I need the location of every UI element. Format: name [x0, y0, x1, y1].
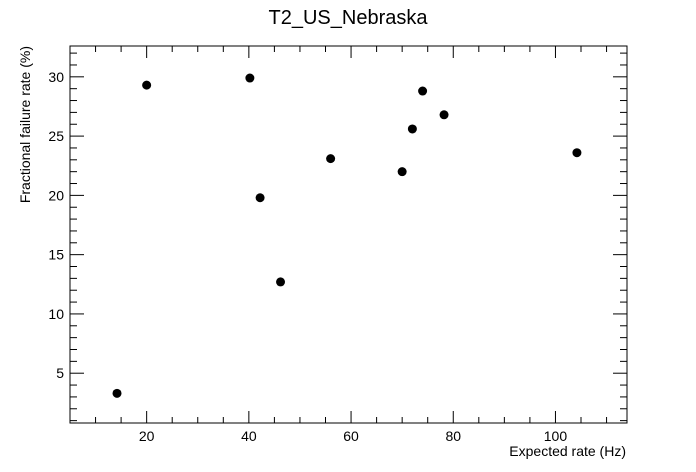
x-tick-label: 40 — [241, 428, 257, 444]
axis-ticks — [69, 46, 627, 423]
data-point — [326, 154, 336, 164]
data-point — [276, 277, 286, 287]
y-tick-label: 15 — [48, 247, 64, 263]
y-tick-label: 5 — [56, 365, 64, 381]
x-tick-label: 20 — [139, 428, 155, 444]
data-point — [255, 193, 265, 203]
data-point — [407, 124, 417, 134]
y-axis-label: Fractional failure rate (%) — [17, 46, 33, 203]
data-point — [245, 73, 255, 83]
data-point — [142, 80, 152, 90]
x-tick-label: 80 — [445, 428, 461, 444]
chart-title: T2_US_Nebraska — [269, 7, 429, 29]
plot-frame — [69, 45, 628, 424]
data-points — [112, 73, 582, 398]
y-tick-label: 20 — [48, 187, 64, 203]
x-tick-label: 100 — [544, 428, 568, 444]
y-tick-label: 10 — [48, 306, 64, 322]
x-axis-label: Expected rate (Hz) — [509, 443, 626, 459]
tick-labels: 20 40 60 80 100 5 10 15 20 25 30 — [48, 69, 567, 444]
y-tick-label: 25 — [48, 128, 64, 144]
data-point — [572, 148, 582, 158]
y-tick-label: 30 — [48, 69, 64, 85]
data-point — [418, 86, 428, 96]
data-point — [397, 167, 407, 177]
data-point — [439, 110, 449, 120]
x-tick-label: 60 — [343, 428, 359, 444]
data-point — [112, 388, 122, 398]
